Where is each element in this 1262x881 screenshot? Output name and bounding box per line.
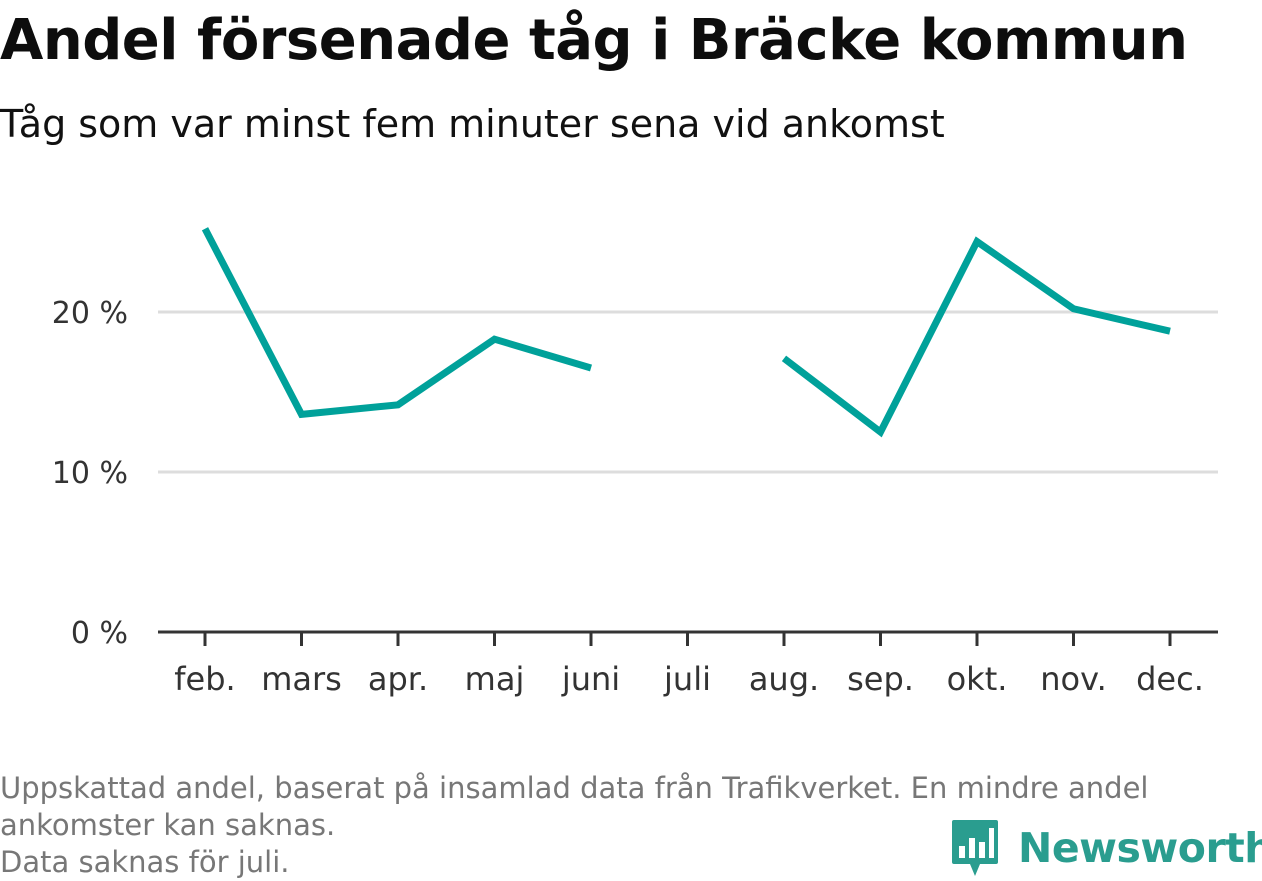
x-tick-label: sep. [847,660,914,698]
x-tick-label: feb. [174,660,235,698]
footer-line-2: ankomster kan saknas. [0,808,336,842]
y-tick-label: 20 % [52,296,128,331]
x-tick-label: dec. [1136,660,1204,698]
line-chart: 0 % 10 % 20 % feb. mars apr. maj juni juli aug. se… [52,227,1218,698]
newsworthy-logo-icon [952,820,998,876]
footer-line-1: Uppskattad andel, baserat på insamlad da… [0,771,1149,805]
x-tick-label: nov. [1040,660,1106,698]
series-line [201,227,593,419]
x-tick-label: mars [261,660,342,698]
newsworthy-logo: Newsworthy [950,818,1262,878]
y-tick-label: 10 % [52,456,128,491]
series-line [781,236,1171,438]
chart-footer: Uppskattad andel, baserat på insamlad da… [0,770,1250,881]
x-tick-label: apr. [368,660,428,698]
logo-text: Newsworthy [1018,824,1262,872]
x-tick-label: aug. [749,660,819,698]
x-tick-label: juli [663,660,711,698]
chart-subtitle: Tåg som var minst fem minuter sena vid a… [0,102,945,146]
footer-line-3: Data saknas för juli. [0,845,290,879]
x-tick-label: juni [561,660,620,698]
y-tick-label: 0 % [71,616,128,651]
x-tick-label: maj [465,660,525,698]
chart-title: Andel försenade tåg i Bräcke kommun [0,8,1188,73]
x-tick-label: okt. [947,660,1008,698]
